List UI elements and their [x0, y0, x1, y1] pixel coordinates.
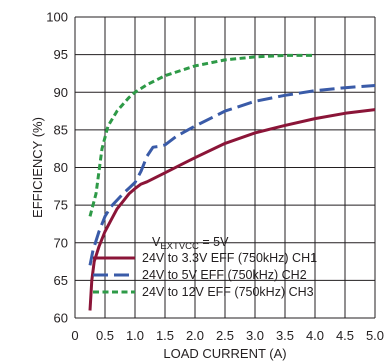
chart-tick-labels: 0 0.5 1.0 1.5 2.0 2.5 3.0 3.5 4.0 4.5 5.0 60 65 70 75 8…: [46, 10, 384, 344]
x-tick-label: 0: [71, 328, 78, 343]
legend-header: VEXTVCC = 5V: [152, 235, 229, 252]
y-axis-label: EFFICIENCY (%): [30, 117, 45, 218]
x-tick-label: 0.5: [96, 328, 114, 343]
x-tick-label: 1.0: [126, 328, 144, 343]
legend-label-ch2: 24V to 5V EFF (750kHz) CH2: [142, 268, 307, 282]
x-tick-label: 2.0: [186, 328, 204, 343]
y-tick-label: 60: [54, 311, 68, 326]
y-tick-label: 85: [54, 122, 68, 137]
x-axis-label: LOAD CURRENT (A): [163, 346, 286, 361]
chart-grid: [74, 16, 376, 319]
y-tick-label: 95: [54, 47, 68, 62]
x-tick-label: 2.5: [216, 328, 234, 343]
x-tick-label: 3.5: [276, 328, 294, 343]
series-line-ch1: [88, 108, 376, 311]
y-tick-label: 75: [54, 198, 68, 213]
series-line-ch2: [88, 84, 376, 266]
x-tick-label: 5.0: [366, 328, 384, 343]
legend-label-ch3: 24V to 12V EFF (750kHz) CH3: [142, 285, 314, 299]
series-line-ch3: [88, 53, 315, 217]
x-tick-label: 4.5: [336, 328, 354, 343]
y-tick-label: 100: [46, 10, 68, 25]
y-tick-label: 80: [54, 160, 68, 175]
x-tick-label: 3.0: [246, 328, 264, 343]
chart-series: [88, 53, 376, 311]
y-tick-label: 90: [54, 85, 68, 100]
y-tick-label: 70: [54, 235, 68, 250]
y-tick-label: 65: [54, 273, 68, 288]
x-tick-label: 1.5: [156, 328, 174, 343]
x-tick-label: 4.0: [306, 328, 324, 343]
legend-label-ch1: 24V to 3.3V EFF (750kHz) CH1: [142, 251, 317, 265]
